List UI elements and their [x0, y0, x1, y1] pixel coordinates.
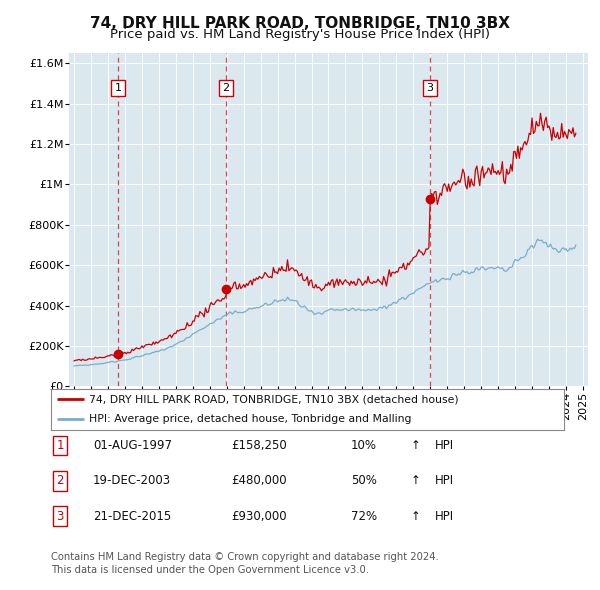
Text: 2: 2 [223, 83, 230, 93]
Text: ↑: ↑ [411, 510, 421, 523]
Text: 21-DEC-2015: 21-DEC-2015 [93, 510, 171, 523]
Text: 10%: 10% [351, 439, 377, 452]
Text: 74, DRY HILL PARK ROAD, TONBRIDGE, TN10 3BX: 74, DRY HILL PARK ROAD, TONBRIDGE, TN10 … [90, 16, 510, 31]
Text: £930,000: £930,000 [231, 510, 287, 523]
Text: £158,250: £158,250 [231, 439, 287, 452]
Text: HPI: HPI [435, 474, 454, 487]
Text: 1: 1 [56, 439, 64, 452]
Text: 50%: 50% [351, 474, 377, 487]
Text: 3: 3 [56, 510, 64, 523]
Text: 3: 3 [426, 83, 433, 93]
Text: HPI: HPI [435, 510, 454, 523]
Text: ↑: ↑ [411, 439, 421, 452]
Text: Price paid vs. HM Land Registry's House Price Index (HPI): Price paid vs. HM Land Registry's House … [110, 28, 490, 41]
Text: £480,000: £480,000 [231, 474, 287, 487]
Text: 01-AUG-1997: 01-AUG-1997 [93, 439, 172, 452]
Text: ↑: ↑ [411, 474, 421, 487]
Text: 2: 2 [56, 474, 64, 487]
Text: 74, DRY HILL PARK ROAD, TONBRIDGE, TN10 3BX (detached house): 74, DRY HILL PARK ROAD, TONBRIDGE, TN10 … [89, 395, 459, 404]
Text: HPI: HPI [435, 439, 454, 452]
Text: HPI: Average price, detached house, Tonbridge and Malling: HPI: Average price, detached house, Tonb… [89, 415, 412, 424]
Text: 1: 1 [115, 83, 121, 93]
Text: 19-DEC-2003: 19-DEC-2003 [93, 474, 171, 487]
Text: Contains HM Land Registry data © Crown copyright and database right 2024.
This d: Contains HM Land Registry data © Crown c… [51, 552, 439, 575]
Text: 72%: 72% [351, 510, 377, 523]
